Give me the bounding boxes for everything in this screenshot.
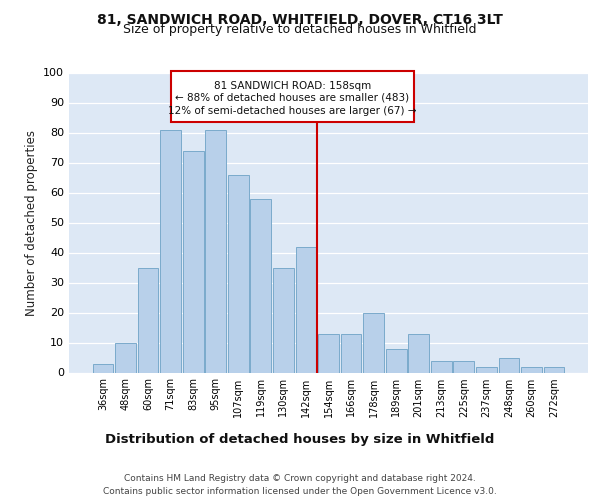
Bar (205, 130, 226, 372)
Bar (160, 130, 181, 372)
Text: 81 SANDWICH ROAD: 158sqm: 81 SANDWICH ROAD: 158sqm (214, 81, 371, 91)
Bar (386, 348, 407, 372)
Bar (183, 150, 203, 372)
Bar (170, 71, 414, 122)
Bar (137, 268, 158, 372)
Text: 12% of semi-detached houses are larger (67) →: 12% of semi-detached houses are larger (… (168, 106, 416, 117)
Bar (115, 342, 136, 372)
Bar (318, 334, 339, 372)
Text: Distribution of detached houses by size in Whitfield: Distribution of detached houses by size … (106, 432, 494, 446)
Bar (454, 360, 474, 372)
Bar (409, 334, 429, 372)
Bar (92, 364, 113, 372)
Y-axis label: Number of detached properties: Number of detached properties (25, 130, 38, 316)
Bar (273, 268, 294, 372)
Text: Contains HM Land Registry data © Crown copyright and database right 2024.
Contai: Contains HM Land Registry data © Crown c… (103, 474, 497, 496)
Text: 81, SANDWICH ROAD, WHITFIELD, DOVER, CT16 3LT: 81, SANDWICH ROAD, WHITFIELD, DOVER, CT1… (97, 12, 503, 26)
Bar (476, 366, 497, 372)
Text: ← 88% of detached houses are smaller (483): ← 88% of detached houses are smaller (48… (175, 93, 409, 103)
Bar (341, 334, 361, 372)
Bar (296, 246, 316, 372)
Bar (544, 366, 565, 372)
Bar (431, 360, 452, 372)
Bar (499, 358, 520, 372)
Bar (521, 366, 542, 372)
Bar (363, 312, 384, 372)
Text: Size of property relative to detached houses in Whitfield: Size of property relative to detached ho… (123, 24, 477, 36)
Bar (228, 174, 248, 372)
Bar (250, 198, 271, 372)
